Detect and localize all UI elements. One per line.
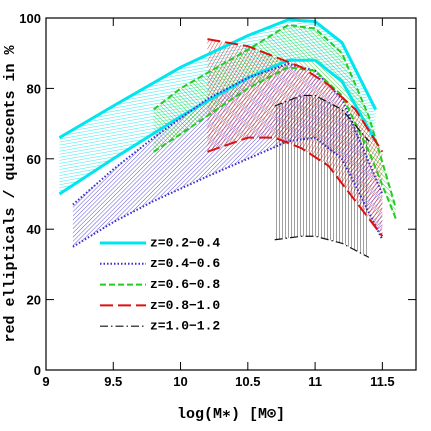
x-tick-label: 9.5: [104, 374, 122, 389]
x-tick-label: 11.5: [370, 374, 395, 389]
y-tick-label: 80: [27, 81, 41, 96]
band-lower-line: [274, 235, 370, 258]
legend-label: z=0.2−0.4: [150, 235, 220, 250]
band-upper-line: [207, 38, 384, 153]
band-lower-line: [153, 66, 397, 220]
plot-frame: [45, 17, 417, 371]
legend-label: z=1.0−1.2: [150, 319, 220, 334]
band-lower-line: [207, 136, 384, 237]
band-upper-line: [58, 18, 377, 139]
band-upper-line: [72, 62, 384, 206]
legend-label: z=0.8−1.0: [150, 298, 220, 313]
band-lower-line: [72, 136, 384, 248]
y-axis-label: red ellipticals / quiescents in %: [2, 44, 19, 342]
x-axis-label: log(M∗) [M⊙]: [177, 406, 285, 423]
band-upper-line: [153, 24, 397, 209]
legend-label: z=0.4−0.6: [150, 256, 220, 271]
y-tick-label: 60: [27, 152, 41, 167]
band-upper-line: [274, 94, 370, 142]
x-tick-label: 11: [308, 374, 322, 389]
y-tick-label: 100: [19, 11, 41, 26]
x-tick-label: 9: [42, 374, 49, 389]
legend-label: z=0.6−0.8: [150, 277, 220, 292]
band-lower-line: [58, 58, 377, 196]
band-fill: [274, 95, 369, 258]
x-tick-label: 10.5: [235, 374, 260, 389]
x-tick-label: 10: [173, 374, 187, 389]
y-tick-label: 40: [27, 222, 41, 237]
y-tick-label: 20: [27, 293, 41, 308]
y-tick-label: 0: [34, 363, 41, 378]
